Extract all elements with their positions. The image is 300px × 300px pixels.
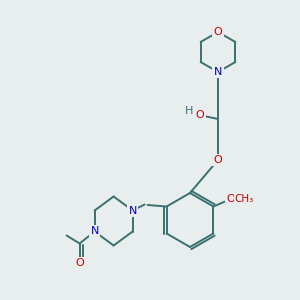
Text: H: H (185, 106, 193, 116)
Text: O: O (196, 110, 204, 120)
Text: N: N (214, 67, 222, 77)
Text: CH₃: CH₃ (235, 194, 254, 203)
Text: O: O (214, 155, 222, 165)
Text: O: O (214, 27, 222, 37)
Text: N: N (90, 226, 99, 236)
Text: O: O (226, 194, 235, 203)
Text: O: O (75, 259, 84, 269)
Text: N: N (128, 206, 137, 215)
